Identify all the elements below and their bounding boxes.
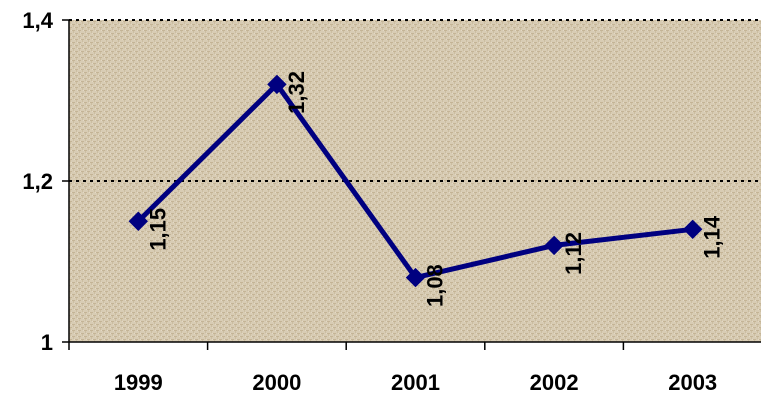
x-tick-label: 2002 bbox=[530, 370, 579, 395]
y-tick-label: 1,2 bbox=[22, 169, 53, 194]
data-point bbox=[682, 219, 703, 240]
x-tick-label: 2000 bbox=[252, 370, 301, 395]
data-label: 1,15 bbox=[145, 208, 170, 251]
data-labels: 1,15 1,32 1,08 1,12 1,14 bbox=[145, 71, 724, 307]
y-tick-label: 1,4 bbox=[22, 8, 53, 33]
data-label: 1,14 bbox=[700, 215, 725, 259]
data-point bbox=[544, 235, 564, 256]
x-tick-label: 1999 bbox=[114, 370, 163, 395]
data-point bbox=[128, 211, 149, 231]
series-line bbox=[128, 74, 703, 288]
data-point bbox=[405, 267, 426, 288]
data-label: 1,12 bbox=[561, 232, 586, 275]
y-tick-label: 1 bbox=[41, 330, 53, 355]
x-tick-label: 2001 bbox=[391, 370, 440, 395]
axes: 1 1,2 1,4 1999 2000 2001 2002 2003 bbox=[22, 8, 761, 395]
data-point bbox=[267, 74, 287, 95]
x-tick-label: 2003 bbox=[668, 370, 717, 395]
data-label: 1,08 bbox=[423, 264, 448, 307]
data-label: 1,32 bbox=[284, 71, 309, 114]
